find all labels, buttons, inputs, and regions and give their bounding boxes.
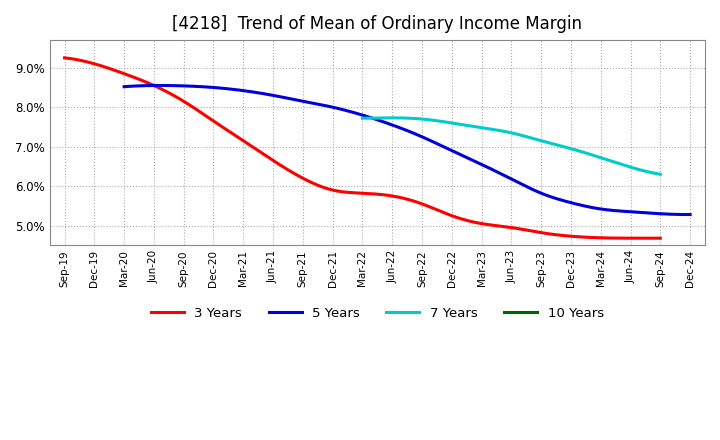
7 Years (656, 172, 665, 177)
Line: 3 Years: 3 Years (65, 58, 660, 238)
3 Years (549, 232, 557, 237)
5 Years (155, 83, 163, 88)
Line: 7 Years: 7 Years (362, 118, 660, 174)
5 Years (390, 123, 398, 128)
3 Years (343, 190, 352, 195)
5 Years (393, 124, 402, 129)
7 Years (603, 157, 611, 162)
5 Years (458, 153, 467, 158)
3 Years (656, 235, 665, 241)
3 Years (632, 235, 641, 241)
7 Years (520, 133, 528, 139)
3 Years (60, 55, 69, 61)
7 Years (387, 115, 395, 121)
Title: [4218]  Trend of Mean of Ordinary Income Margin: [4218] Trend of Mean of Ordinary Income … (172, 15, 582, 33)
5 Years (585, 204, 593, 209)
5 Years (120, 84, 128, 89)
7 Years (536, 138, 544, 143)
5 Years (683, 212, 691, 217)
5 Years (685, 212, 694, 217)
7 Years (500, 129, 509, 134)
3 Years (382, 193, 391, 198)
7 Years (358, 116, 366, 121)
Line: 5 Years: 5 Years (124, 85, 690, 215)
7 Years (502, 129, 510, 135)
Legend: 3 Years, 5 Years, 7 Years, 10 Years: 3 Years, 5 Years, 7 Years, 10 Years (145, 301, 609, 325)
3 Years (347, 190, 356, 195)
3 Years (415, 200, 423, 205)
3 Years (643, 235, 652, 241)
5 Years (427, 139, 436, 144)
7 Years (649, 170, 658, 176)
5 Years (673, 212, 682, 217)
